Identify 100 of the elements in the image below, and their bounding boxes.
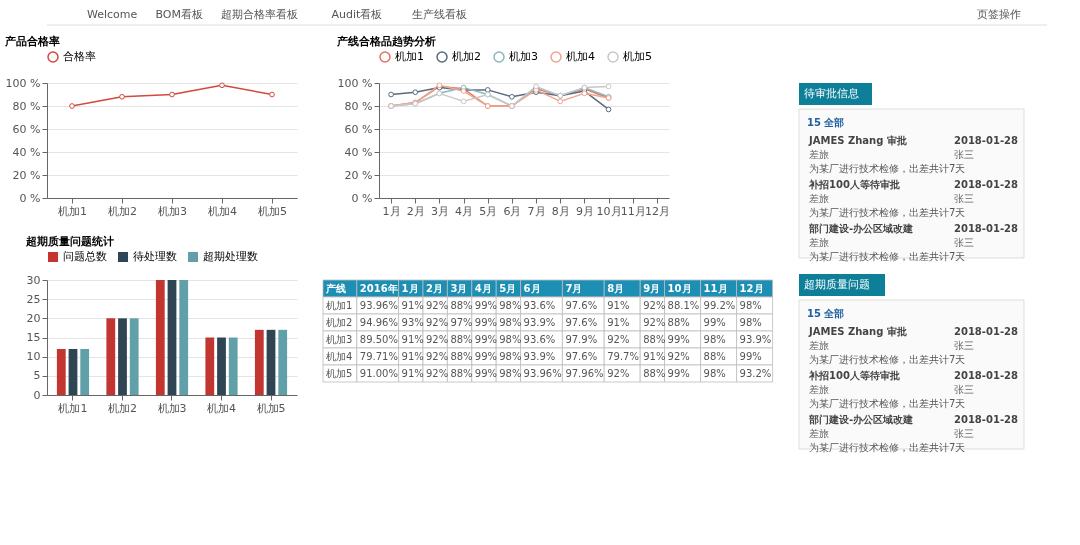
data-label: 92% — [426, 333, 449, 345]
data-label: 93.9% — [523, 350, 556, 362]
data-label: 91% — [643, 350, 666, 362]
y-tick-label: 机加4 — [326, 350, 353, 362]
data-label: 88% — [450, 333, 473, 345]
x-tick-label: 10月 — [667, 282, 692, 294]
text: 2018-01-28 — [954, 135, 1019, 146]
y-tick-label: 25 — [26, 292, 41, 306]
text: 差旅 — [809, 428, 829, 439]
data-label: 97.6% — [565, 350, 598, 362]
text: 为某厂进行技术检修，出差共计7天 — [809, 251, 966, 262]
text: 为某厂进行技术检修，出差共计7天 — [809, 442, 966, 453]
x-tick-label: 8月 — [551, 204, 570, 218]
y-tick-label: 10 — [26, 350, 41, 364]
x-tick-label: 3月 — [430, 204, 449, 218]
text: Welcome — [87, 8, 138, 21]
text: 张三 — [954, 237, 974, 248]
text: 为某厂进行技术检修，出差共计7天 — [809, 163, 966, 174]
x-tick-label: 1月 — [401, 282, 419, 294]
data-label: 92% — [643, 299, 666, 311]
x-tick-label: 9月 — [643, 282, 661, 294]
text: 补招100人等待审批 — [808, 370, 900, 381]
y-tick-label: 机加2 — [326, 316, 353, 328]
data-label: 88% — [450, 367, 473, 379]
chart-title: 超期质量问题统计 — [25, 235, 114, 248]
text: 差旅 — [809, 384, 829, 395]
text: 15 全部 — [807, 117, 845, 128]
x-tick-label: 10月 — [596, 204, 622, 218]
legend-label: 机加1 — [395, 50, 424, 63]
data-label: 98% — [499, 367, 522, 379]
data-label: 93.9% — [523, 316, 556, 328]
data-label: 99% — [474, 316, 498, 328]
text: 差旅 — [809, 340, 829, 351]
data-label: 92% — [667, 350, 690, 362]
x-tick-label: 12月 — [739, 282, 764, 294]
data-label: 98% — [703, 333, 726, 345]
x-tick-label: 2月 — [426, 282, 443, 294]
text: 超期质量问题 — [804, 278, 870, 291]
y-tick-label: 30 — [26, 273, 41, 287]
data-label: 99.2% — [703, 299, 736, 311]
x-tick-label: 机加5 — [258, 204, 287, 218]
data-label: 99% — [667, 333, 690, 345]
y-axis-title: 产线 — [325, 282, 346, 294]
text: 2018-01-28 — [954, 414, 1019, 425]
data-label: 98% — [739, 299, 762, 311]
data-label: 88% — [703, 350, 726, 362]
y-tick-label: 20 % — [344, 168, 373, 182]
data-label: 99% — [667, 367, 690, 379]
text: Audit看板 — [331, 8, 383, 21]
y-tick-label: 20 — [26, 311, 41, 325]
text: 待审批信息 — [804, 87, 859, 100]
data-label: 97.6% — [565, 316, 598, 328]
data-label: 92% — [426, 350, 449, 362]
data-label: 91% — [401, 367, 424, 379]
x-tick-label: 5月 — [499, 282, 517, 294]
data-label: 93.9% — [739, 333, 772, 345]
data-label: 79.71% — [359, 350, 398, 362]
x-tick-label: 1月 — [382, 204, 401, 218]
y-tick-label: 40 % — [12, 145, 41, 159]
y-tick-label: 100 % — [337, 76, 373, 90]
data-label: 97% — [450, 316, 473, 328]
data-label: 93% — [401, 316, 424, 328]
x-tick-label: 4月 — [455, 204, 474, 218]
data-label: 91% — [607, 299, 630, 311]
data-label: 88% — [450, 299, 473, 311]
legend-label: 机加4 — [566, 50, 595, 63]
data-label: 79.7% — [607, 350, 639, 362]
text: 差旅 — [809, 149, 829, 160]
legend-label: 待处理数 — [133, 250, 177, 263]
text: 生产线看板 — [412, 8, 467, 21]
data-label: 94.96% — [359, 316, 398, 328]
data-label: 93.2% — [739, 367, 772, 379]
data-label: 91% — [401, 350, 424, 362]
data-label: 88% — [450, 350, 473, 362]
data-label: 93.96% — [523, 367, 562, 379]
x-tick-label: 机加4 — [207, 401, 236, 415]
text: 张三 — [954, 384, 974, 395]
data-label: 91% — [401, 299, 424, 311]
text: 张三 — [954, 428, 974, 439]
y-tick-label: 40 % — [344, 145, 373, 159]
data-label: 89.50% — [359, 333, 398, 345]
x-tick-label: 机加2 — [108, 204, 137, 218]
y-tick-label: 5 — [33, 369, 41, 383]
y-tick-label: 20 % — [12, 168, 41, 182]
y-tick-label: 80 % — [344, 99, 373, 113]
text: 2018-01-28 — [954, 370, 1019, 381]
data-label: 92% — [607, 367, 630, 379]
text: JAMES Zhang 审批 — [808, 326, 907, 337]
x-tick-label: 8月 — [607, 282, 625, 294]
text: 为某厂进行技术检修，出差共计7天 — [809, 398, 966, 409]
chart-title: 产品合格率 — [4, 35, 61, 48]
x-tick-label: 3月 — [450, 282, 468, 294]
text: 15 全部 — [807, 308, 845, 319]
data-label: 88% — [643, 367, 666, 379]
data-label: 88% — [643, 333, 666, 345]
text: 补招100人等待审批 — [808, 179, 900, 190]
text: 2018-01-28 — [954, 179, 1019, 190]
text: JAMES Zhang 审批 — [808, 135, 907, 146]
text: 2018-01-28 — [954, 223, 1019, 234]
y-tick-label: 机加1 — [326, 299, 353, 311]
